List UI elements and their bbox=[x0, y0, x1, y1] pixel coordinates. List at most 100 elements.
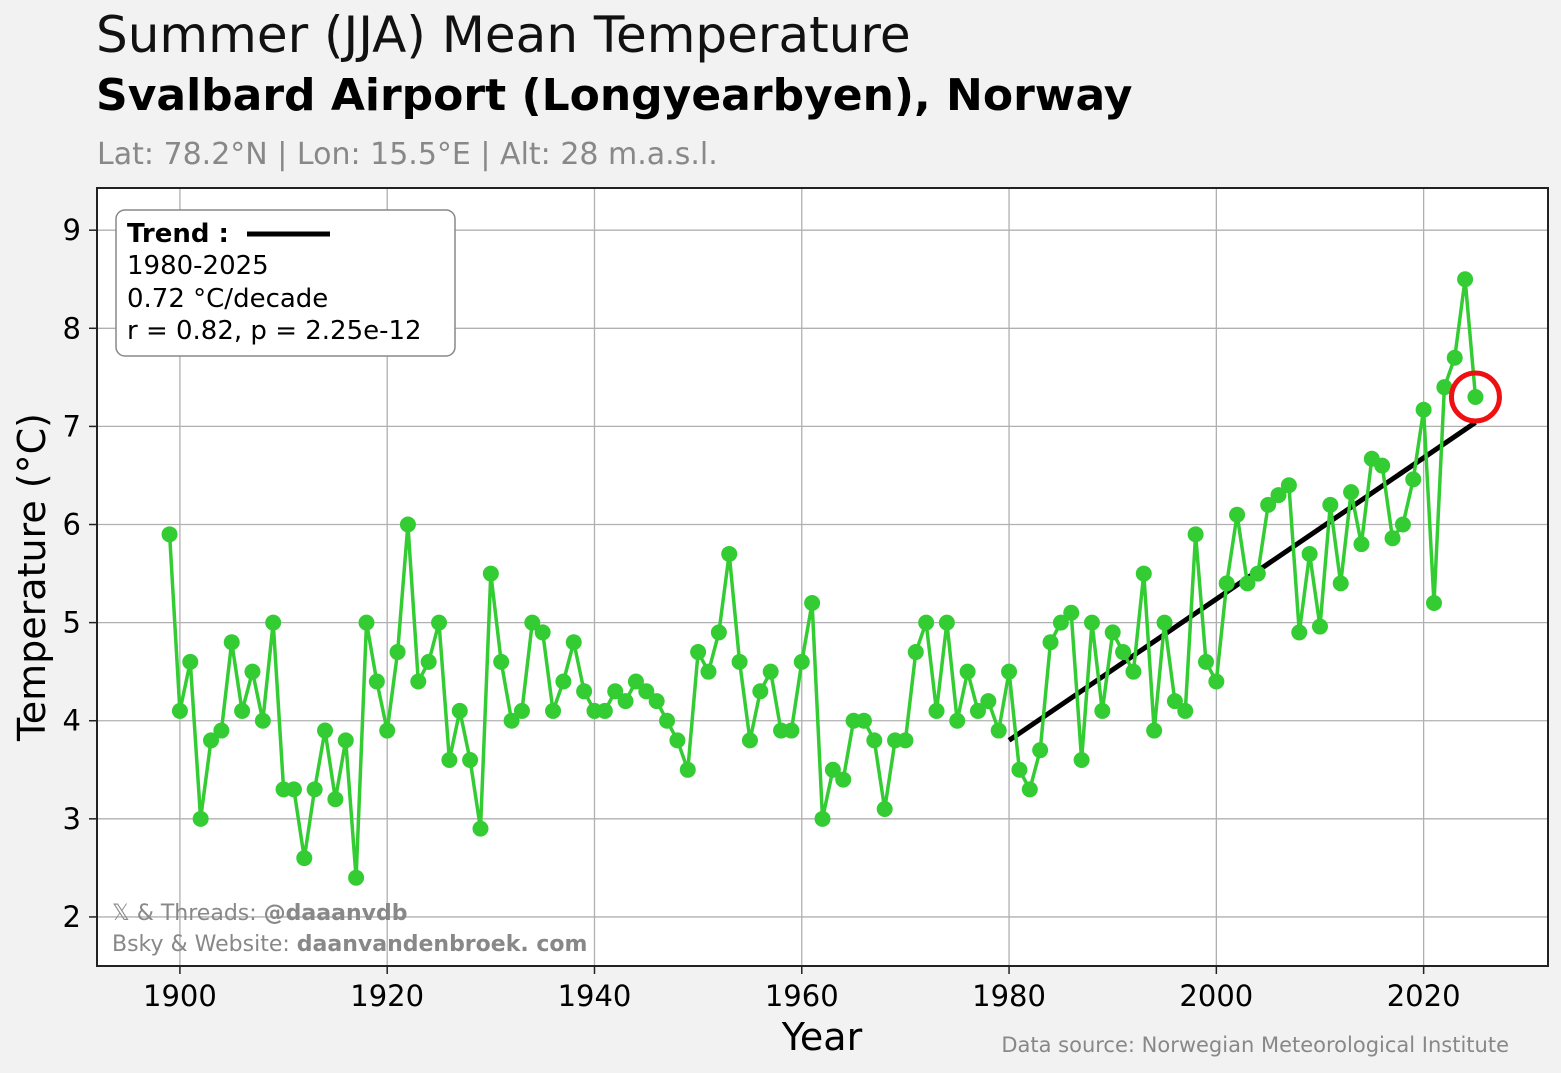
data-point bbox=[223, 634, 240, 651]
data-point bbox=[1094, 702, 1111, 719]
data-point bbox=[441, 751, 458, 768]
data-point bbox=[1156, 614, 1173, 631]
data-point bbox=[938, 614, 955, 631]
plot-frame bbox=[96, 187, 1549, 967]
data-point bbox=[783, 722, 800, 739]
data-point bbox=[1177, 702, 1194, 719]
data-point bbox=[451, 702, 468, 719]
svg-text:𝕏 & Threads: @daaanvdb: 𝕏 & Threads: @daaanvdb bbox=[112, 901, 407, 926]
data-point bbox=[700, 663, 717, 680]
data-point bbox=[824, 761, 841, 778]
legend-period: 1980-2025 bbox=[127, 251, 269, 281]
data-point bbox=[1073, 751, 1090, 768]
data-point bbox=[1260, 496, 1277, 513]
x-tick-label: 1900 bbox=[143, 979, 217, 1013]
data-point bbox=[389, 644, 406, 661]
legend-box: Trend : 1980-2025 0.72 °C/decade r = 0.8… bbox=[115, 209, 456, 357]
data-point bbox=[337, 732, 354, 749]
data-point bbox=[285, 781, 302, 798]
data-point bbox=[1125, 663, 1142, 680]
y-tick-label: 7 bbox=[63, 409, 81, 443]
data-point bbox=[545, 702, 562, 719]
data-point bbox=[399, 516, 416, 533]
data-point bbox=[1311, 618, 1328, 635]
data-point bbox=[420, 653, 437, 670]
data-point bbox=[1208, 673, 1225, 690]
data-point bbox=[1374, 457, 1391, 474]
data-point bbox=[503, 712, 520, 729]
data-point bbox=[462, 751, 479, 768]
data-point bbox=[161, 526, 178, 543]
y-tick-label: 2 bbox=[63, 900, 81, 934]
y-tick-label: 9 bbox=[63, 213, 81, 247]
data-point bbox=[793, 653, 810, 670]
data-point bbox=[1322, 496, 1339, 513]
data-point bbox=[1187, 526, 1204, 543]
data-point bbox=[1011, 761, 1028, 778]
data-point bbox=[1042, 634, 1059, 651]
credit-line2-site: daanvandenbroek. com bbox=[297, 932, 588, 957]
y-tick-label: 6 bbox=[63, 508, 81, 542]
data-point bbox=[1239, 575, 1256, 592]
data-point bbox=[379, 722, 396, 739]
data-point bbox=[182, 653, 199, 670]
data-point bbox=[1052, 614, 1069, 631]
data-point bbox=[254, 712, 271, 729]
legend-trend-label: Trend : bbox=[127, 219, 229, 249]
highlight-layer bbox=[1448, 370, 1502, 424]
data-point bbox=[472, 820, 489, 837]
credit-line1-handle: @daaanvdb bbox=[264, 901, 408, 926]
data-point bbox=[679, 761, 696, 778]
data-point bbox=[1146, 722, 1163, 739]
data-point bbox=[1343, 484, 1360, 501]
legend-stats: r = 0.82, p = 2.25e-12 bbox=[127, 316, 422, 346]
data-point bbox=[855, 712, 872, 729]
data-point bbox=[990, 722, 1007, 739]
data-point bbox=[234, 702, 251, 719]
data-point bbox=[741, 732, 758, 749]
data-point bbox=[513, 702, 530, 719]
data-point bbox=[1270, 487, 1287, 504]
data-point bbox=[493, 653, 510, 670]
data-point bbox=[866, 732, 883, 749]
data-point bbox=[1405, 471, 1422, 488]
x-tick-label: 1920 bbox=[350, 979, 424, 1013]
data-point bbox=[627, 673, 644, 690]
data-point bbox=[410, 673, 427, 690]
data-point bbox=[327, 791, 344, 808]
data-point bbox=[969, 702, 986, 719]
y-tick-label: 5 bbox=[63, 606, 81, 640]
data-point bbox=[482, 565, 499, 582]
data-point bbox=[1446, 349, 1463, 366]
data-point bbox=[752, 683, 769, 700]
x-tick-label: 1940 bbox=[558, 979, 632, 1013]
chart-subtitle: Svalbard Airport (Longyearbyen), Norway bbox=[96, 70, 1133, 121]
data-point bbox=[1415, 401, 1432, 418]
axis-ticks: 1900 1920 1940 1960 1980 2000 2020 2 3 4 5 6 7 8 9 bbox=[63, 213, 1461, 1013]
data-point bbox=[348, 869, 365, 886]
data-point bbox=[1021, 781, 1038, 798]
data-point bbox=[524, 614, 541, 631]
data-point bbox=[1280, 477, 1297, 494]
data-point bbox=[959, 663, 976, 680]
data-point bbox=[1115, 644, 1132, 661]
data-point bbox=[306, 781, 323, 798]
x-axis-label: Year bbox=[781, 1015, 863, 1059]
data-point bbox=[1384, 530, 1401, 547]
data-point bbox=[431, 614, 448, 631]
y-axis-label: Temperature (°C) bbox=[10, 413, 54, 742]
data-point bbox=[171, 702, 188, 719]
data-point bbox=[203, 732, 220, 749]
data-point bbox=[358, 614, 375, 631]
data-point bbox=[669, 732, 686, 749]
svg-text:Bsky & Website: daanvandenbroe: Bsky & Website: daanvandenbroek. com bbox=[112, 932, 587, 957]
data-point bbox=[835, 771, 852, 788]
y-tick-label: 4 bbox=[63, 704, 81, 738]
data-point bbox=[1457, 271, 1474, 288]
credit-line1-prefix: 𝕏 & Threads: bbox=[112, 901, 264, 926]
data-point bbox=[918, 614, 935, 631]
data-point bbox=[1083, 614, 1100, 631]
data-point bbox=[1104, 624, 1121, 641]
data-point bbox=[1063, 604, 1080, 621]
